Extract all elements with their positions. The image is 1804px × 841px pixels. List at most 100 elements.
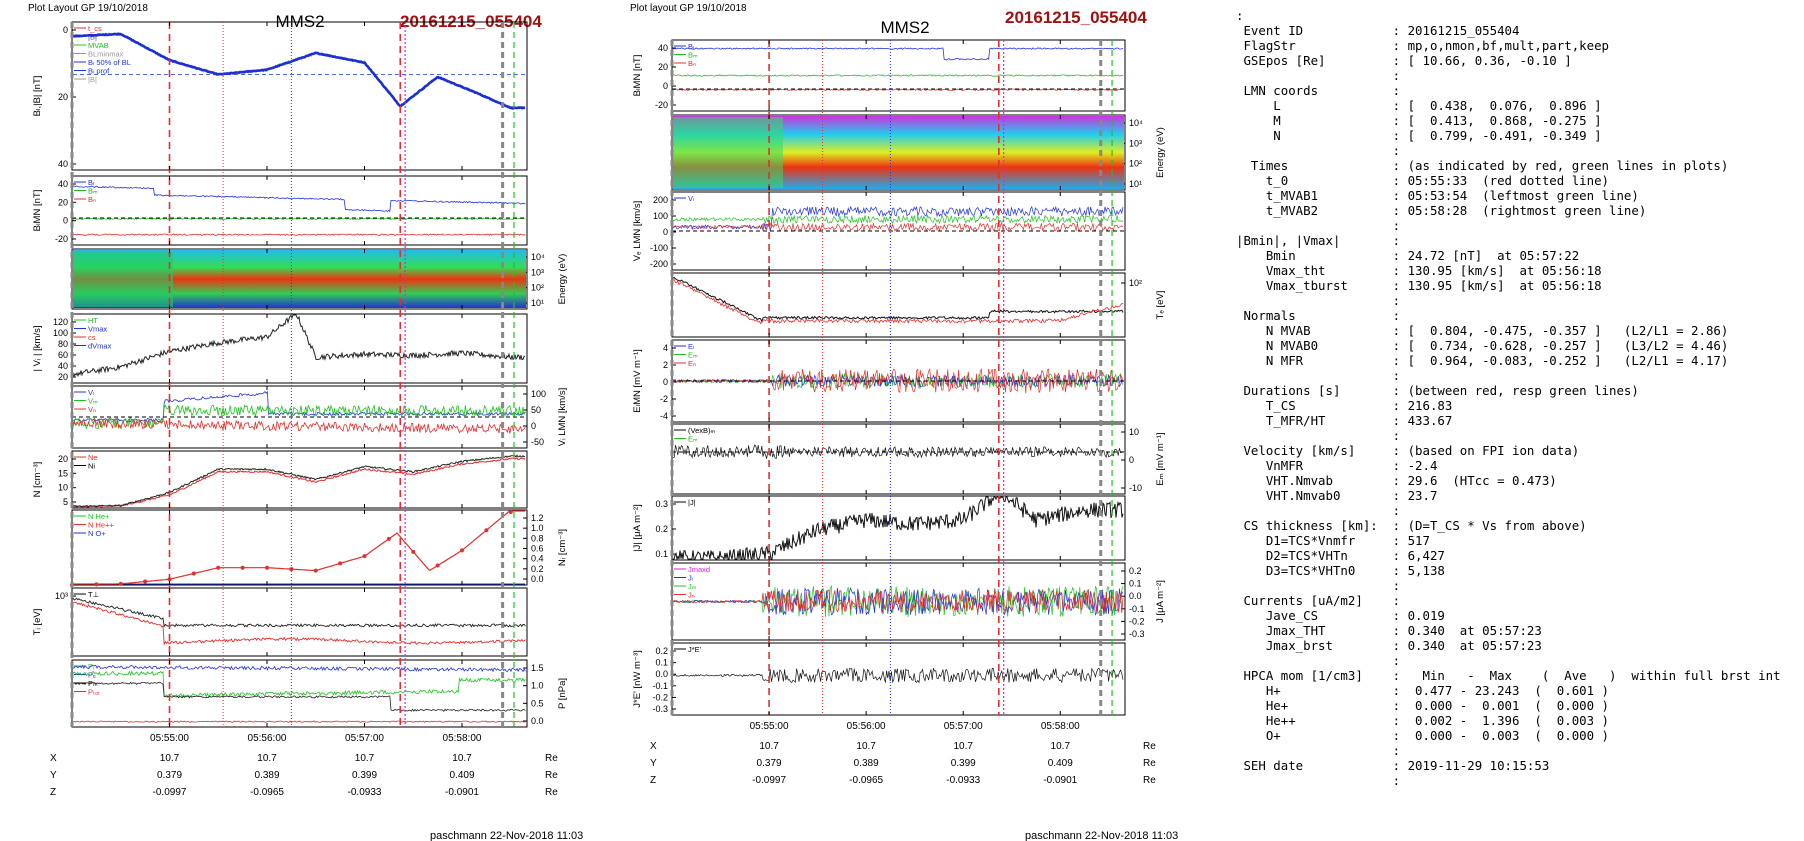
left-panel-6: Nᵢ [cm⁻³] 1.21.00.80.60.40.20.0 N He+N He+… <box>71 509 568 586</box>
summary-line: : <box>1236 218 1401 233</box>
legend-entry: Bₘ <box>88 187 98 196</box>
y-tick-label: -0.3 <box>652 704 668 714</box>
legend-entry: Vmax <box>88 325 107 334</box>
panel-frame <box>671 423 1126 495</box>
legend-entry: HT <box>88 316 98 325</box>
summary-line: Normals : <box>1236 308 1401 323</box>
right-tick-label: 10² <box>1129 159 1142 169</box>
coord-unit: Re <box>545 770 558 781</box>
right-tick-label: 1.0 <box>531 523 544 533</box>
y-tick-label: 5 <box>63 497 68 507</box>
summary-line: H+ : 0.477 - 23.243 ( 0.601 ) <box>1236 683 1609 698</box>
right-tick-label: 0 <box>531 421 536 431</box>
panel-frame <box>671 642 1126 716</box>
trace <box>672 74 1124 77</box>
coord-value: -0.0901 <box>1043 775 1077 786</box>
coord-label: Z <box>650 775 656 786</box>
coord-unit: Re <box>1143 758 1156 769</box>
coord-label: Y <box>650 758 657 769</box>
he-pp-point <box>191 571 196 576</box>
middle-event: 20161215_055404 <box>1005 8 1147 27</box>
legend-entry: Vₘ <box>88 397 98 406</box>
legend-entry: |B| <box>88 33 97 42</box>
legend-entry: T⊥ <box>88 590 100 599</box>
summary-line: Jmax_THT : 0.340 at 05:57:23 <box>1236 623 1542 638</box>
y-tick-label: 4 <box>663 343 668 353</box>
y-tick-label: 0 <box>63 216 68 226</box>
y-tick-label: -20 <box>55 234 68 244</box>
spectrogram-patch <box>73 251 173 307</box>
coord-value: 0.409 <box>449 770 474 781</box>
y-tick-label: 40 <box>58 361 68 371</box>
trace <box>672 367 1124 394</box>
summary-line: : <box>1236 503 1401 518</box>
legend-entry: dVmax <box>88 342 112 351</box>
x-tick-label: 05:56:00 <box>847 721 886 732</box>
legend-entry: Ne <box>88 453 98 462</box>
left-panel-2: Energy (eV) 10⁴ 10³ 10² 10¹ <box>71 248 568 310</box>
summary-line: D3=TCS*VHTn0 : 5,138 <box>1236 563 1445 578</box>
left-footer: paschmann 22-Nov-2018 11:03 <box>430 830 583 841</box>
right-tick-label: 50 <box>531 405 541 415</box>
y-axis-label: | Vᵢ | [km/s] <box>32 325 43 371</box>
y-tick-label: -100 <box>650 243 668 253</box>
summary-line: t_MVAB2 : 05:58:28 (rightmost green line… <box>1236 203 1647 218</box>
coord-label: Z <box>50 787 56 798</box>
summary-line: Jmax_brst : 0.340 at 05:57:23 <box>1236 638 1542 653</box>
summary-line: D1=TCS*Vnmfr : 517 <box>1236 533 1430 548</box>
trace <box>672 214 1124 225</box>
summary-line: N MVAB : [ 0.804, -0.475, -0.357 ] (L2/L… <box>1236 323 1729 338</box>
series-line-n-he- <box>73 510 525 585</box>
right-tick-label: -0.2 <box>1129 616 1145 626</box>
right-axis-label: P [nPa] <box>557 678 568 709</box>
right-tick-label: -0.3 <box>1129 629 1145 639</box>
trace <box>672 667 1124 684</box>
trace <box>72 664 526 673</box>
right-axis-label: Nᵢ [cm⁻³] <box>557 529 568 566</box>
summary-line: Vmax_tburst : 130.95 [km/s] at 05:56:18 <box>1236 278 1602 293</box>
summary-line: : <box>1236 368 1401 383</box>
legend-entry: Vₗ <box>688 194 694 203</box>
coord-label: X <box>650 741 657 752</box>
y-tick-label: 0 <box>663 377 668 387</box>
y-axis-label: Tᵢ [eV] <box>32 609 43 636</box>
right-axis-label: Energy (eV) <box>557 254 568 305</box>
summary-line: Vmax_tht : 130.95 [km/s] at 05:56:18 <box>1236 263 1602 278</box>
summary-line: N MVAB0 : [ 0.734, -0.628, -0.257 ] (L3/… <box>1236 338 1729 353</box>
trace <box>72 403 526 430</box>
series-line--j- <box>673 496 1124 561</box>
summary-line: GSEpos [Re] : [ 10.66, 0.36, -0.10 ] <box>1236 53 1572 68</box>
summary-line: CS thickness [km]: : (D=T_CS * Vs from a… <box>1236 518 1587 533</box>
y-tick-label: 0 <box>663 81 668 91</box>
y-tick-label: 0 <box>63 25 68 35</box>
coord-value: -0.0965 <box>849 775 883 786</box>
right-tick-label: 10³ <box>1129 138 1142 148</box>
trace <box>672 47 1124 61</box>
summary-line: : <box>1236 143 1401 158</box>
summary-line: t_0 : 05:55:33 (red dotted line) <box>1236 173 1609 188</box>
legend-entry: Eₗ <box>688 342 694 351</box>
right-axis-label: Tₑ [eV] <box>1155 291 1166 320</box>
summary-line: SEH date : 2019-11-29 10:15:53 <box>1236 758 1550 773</box>
middle-title: MMS2 <box>880 18 929 37</box>
middle-panel-2: Vₑ LMN [km/s] 200 100 0 -100 -200 Vₗ <box>632 191 1126 271</box>
summary-line: Event ID : 20161215_055404 <box>1236 23 1520 38</box>
trace <box>72 185 526 212</box>
y-tick-label: 40 <box>58 179 68 189</box>
right-axis-label: Energy (eV) <box>1155 127 1166 178</box>
y-tick-label: 120 <box>53 317 68 327</box>
legend-entry: t_cs <box>88 24 102 33</box>
right-tick-label: -10 <box>1129 483 1142 493</box>
y-tick-label: 0.1 <box>655 549 668 559</box>
legend-entry: Eₙ <box>688 359 696 368</box>
legend-entry: N He+ <box>88 512 110 521</box>
panel-frame <box>71 509 528 586</box>
summary-line: : <box>1236 773 1401 788</box>
middle-panel-6: |J| [μA m⁻²] 0.3 0.2 0.1 |J| <box>632 495 1126 561</box>
he-pp-point <box>411 549 416 554</box>
legend-entry: |J| <box>688 498 696 507</box>
summary-line: : <box>1236 578 1401 593</box>
coord-value: -0.0997 <box>153 787 187 798</box>
left-header: Plot Layout GP 19/10/2018 <box>28 3 148 14</box>
summary-line: M : [ 0.413, 0.868, -0.275 ] <box>1236 113 1602 128</box>
